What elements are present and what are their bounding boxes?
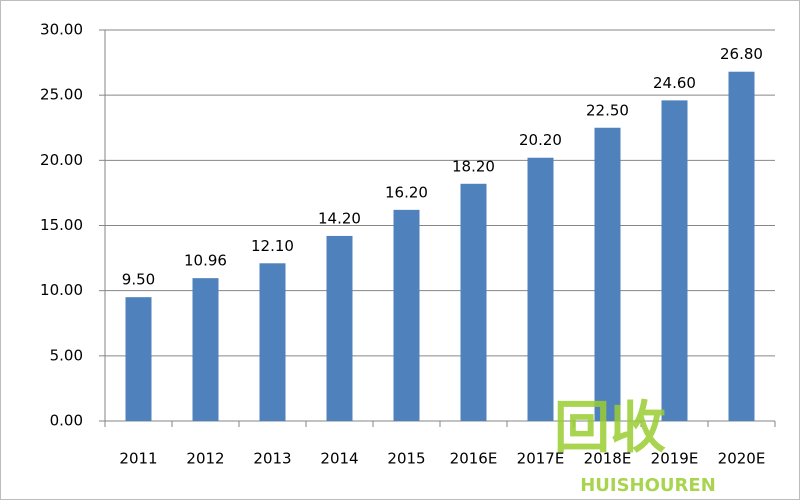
y-tick-label: 10.00 [40, 281, 83, 299]
bar [259, 263, 286, 421]
data-label: 16.20 [385, 183, 428, 201]
x-tick-label: 2019E [651, 450, 699, 468]
bar [460, 183, 487, 421]
data-label: 10.96 [184, 252, 227, 270]
data-label: 22.50 [586, 101, 629, 119]
x-tick-label: 2014 [320, 450, 358, 468]
bar [393, 209, 420, 421]
x-tick-label: 2011 [119, 450, 157, 468]
x-tick-label: 2020E [718, 450, 766, 468]
bar [192, 278, 219, 421]
bar [661, 100, 688, 421]
y-tick-label: 25.00 [40, 86, 83, 104]
data-label: 18.20 [452, 157, 495, 175]
bar [326, 235, 353, 421]
data-label: 14.20 [318, 209, 361, 227]
bar [527, 157, 554, 421]
y-tick-label: 0.00 [50, 412, 83, 430]
x-tick-label: 2012 [186, 450, 224, 468]
data-label: 12.10 [251, 237, 294, 255]
y-tick-label: 20.00 [40, 151, 83, 169]
x-tick-label: 2018E [584, 450, 632, 468]
bar [594, 127, 621, 421]
y-tick-label: 15.00 [40, 216, 83, 234]
data-label: 24.60 [653, 74, 696, 92]
bar [125, 297, 152, 421]
watermark-subtext: HUISHOUREN [580, 475, 716, 496]
watermark: 回收 HUISHOUREN [554, 396, 716, 496]
watermark-text: 回收 [554, 396, 666, 461]
data-label: 20.20 [519, 131, 562, 149]
data-label: 26.80 [720, 45, 763, 63]
x-tick-label: 2015 [387, 450, 425, 468]
y-tick-label: 5.00 [50, 346, 83, 364]
bar [728, 71, 755, 421]
x-tick-label: 2013 [253, 450, 291, 468]
x-tick-label: 2017E [517, 450, 565, 468]
x-tick-label: 2016E [450, 450, 498, 468]
y-tick-label: 30.00 [40, 21, 83, 39]
data-label: 9.50 [122, 271, 155, 289]
